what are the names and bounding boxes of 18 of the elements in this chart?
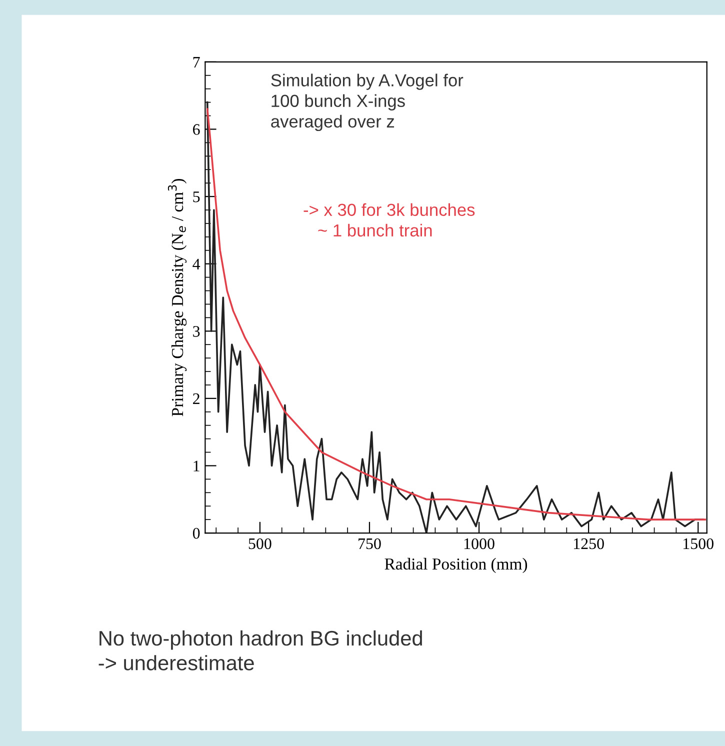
y-tick-label: 5	[193, 192, 200, 202]
y-tick-label: 4	[192, 258, 200, 270]
text: No two-photon hadron BG included -> underestimate	[98, 630, 422, 670]
x-tick-label: 750	[358, 538, 381, 550]
x-tick-label: 500	[248, 538, 272, 550]
y-tick-label: 6	[193, 124, 200, 135]
y-tick-label: 0	[192, 528, 200, 539]
annotation: -> x 30 for 3k bunches ~ 1 bunch train	[304, 203, 475, 237]
annotation: Simulation by A.Vogel for 100 bunch X-ings averaged over z	[271, 74, 464, 132]
y-axis-title: Primary Charge Density (N$_{e}$ / cm$^{3}$)	[168, 178, 187, 416]
x-tick-label: 1000	[464, 538, 494, 550]
y-tick-label: 1	[194, 460, 200, 472]
x-tick-label: 1500	[684, 538, 714, 550]
x-tick-label: 1250	[574, 538, 604, 550]
x-axis-title: Radial Position (mm)	[384, 558, 528, 574]
y-tick-label: 3	[193, 326, 200, 337]
y-tick-label: 2	[193, 393, 200, 404]
y-tick-label: 7	[193, 57, 200, 68]
